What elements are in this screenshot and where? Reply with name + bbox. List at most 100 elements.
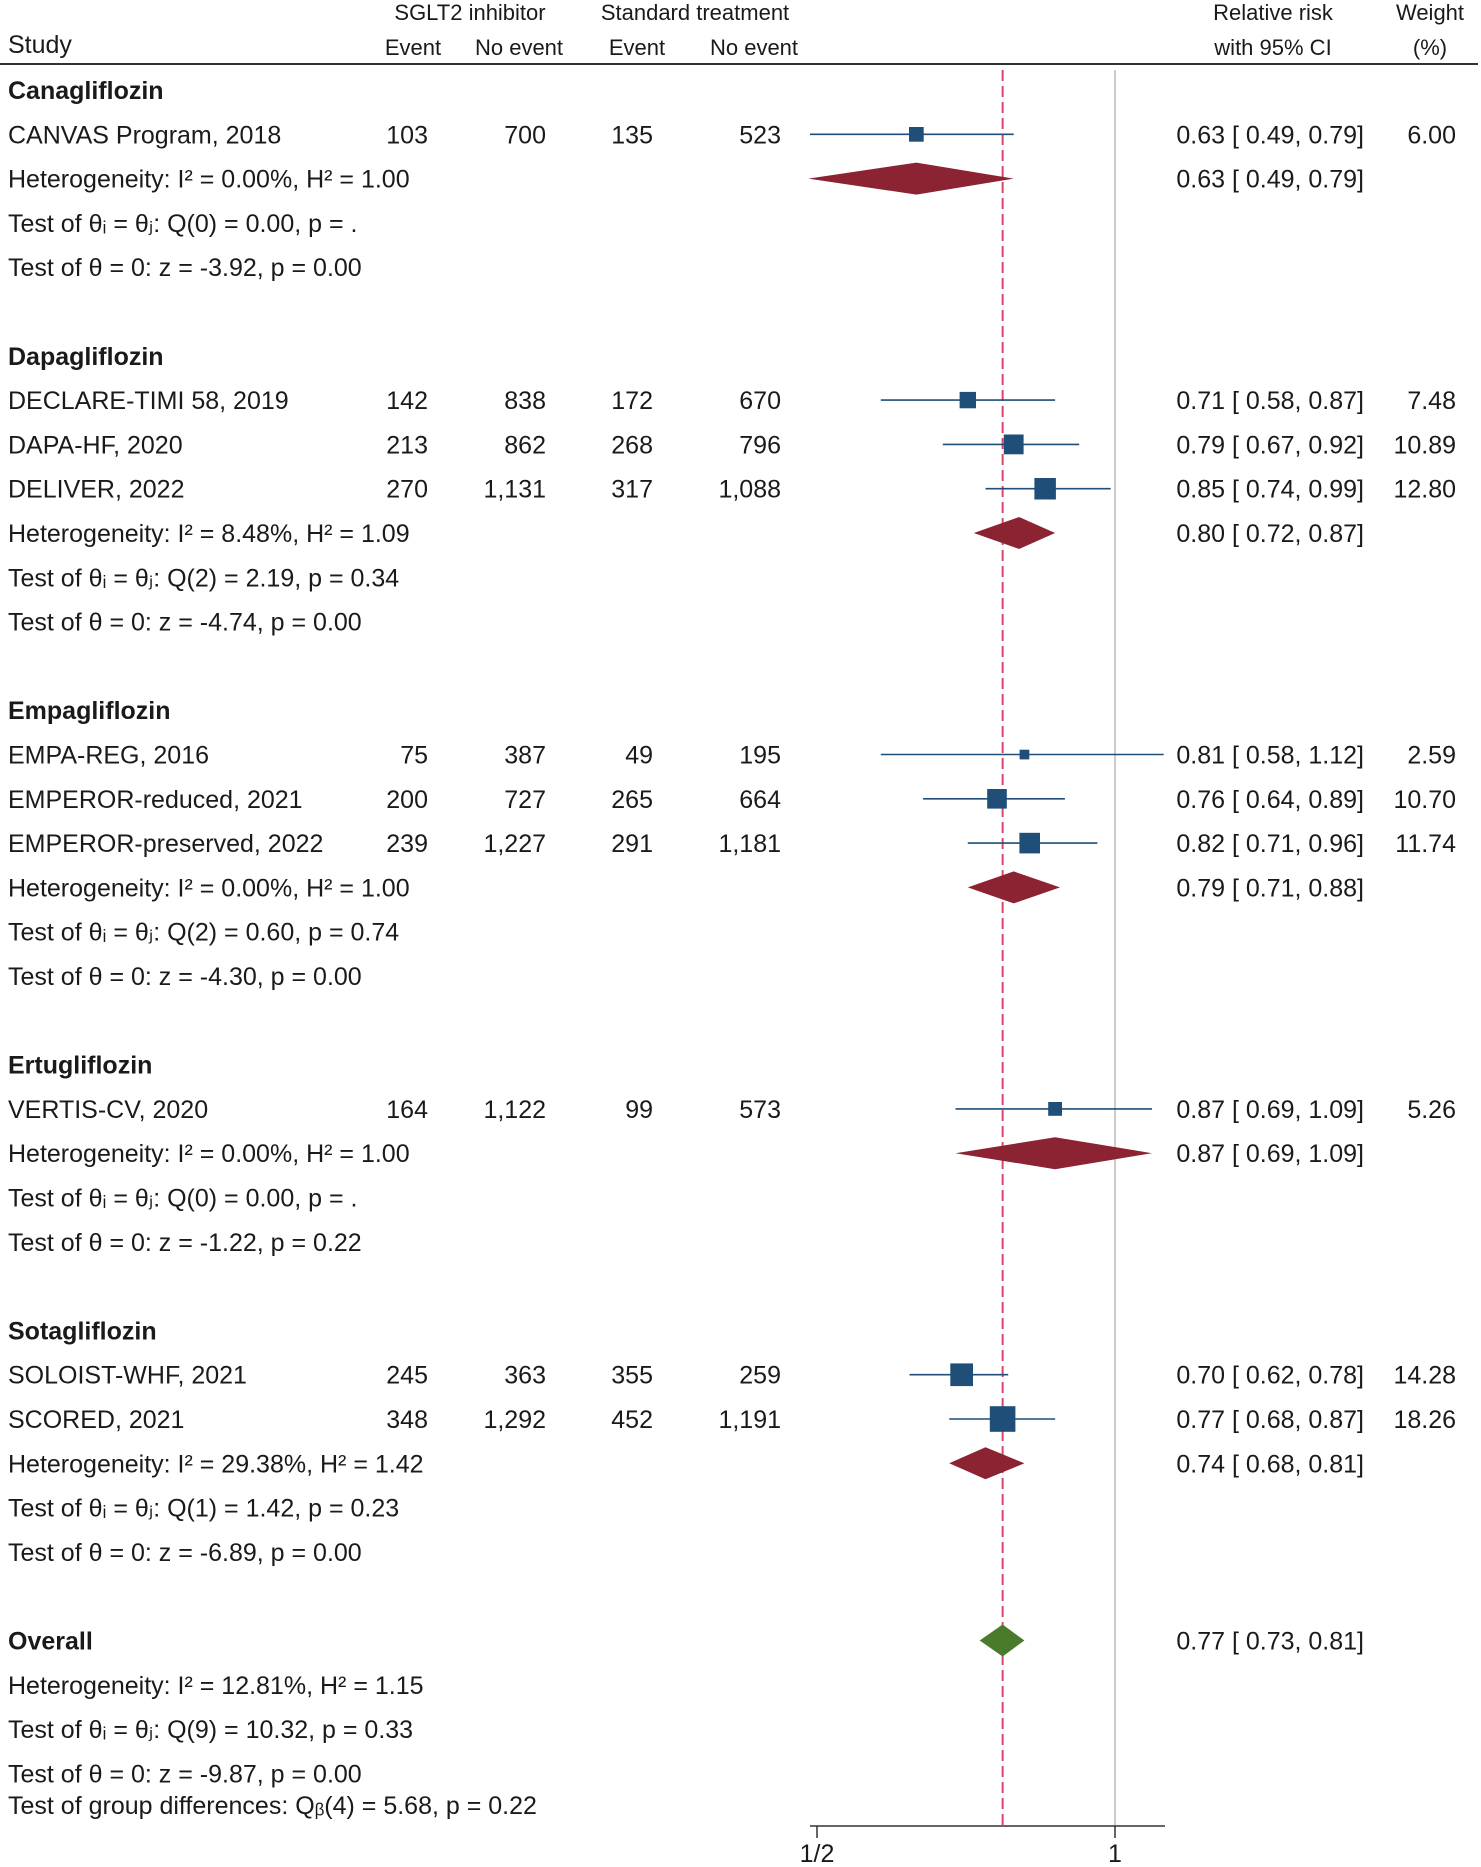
z-test-dapagliflozin: Test of θ = 0: z = -4.74, p = 0.00 — [8, 609, 362, 637]
header-weight-line1: Weight — [1396, 0, 1464, 25]
group-label-sotagliflozin: Sotagliflozin — [8, 1317, 157, 1345]
study-point-marker — [987, 789, 1007, 809]
study-weight: 7.48 — [1407, 387, 1456, 415]
events-treatment: 270 — [386, 476, 428, 504]
events-treatment: 142 — [386, 387, 428, 415]
overall-label: Overall — [8, 1628, 93, 1656]
group-label-empagliflozin: Empagliflozin — [8, 697, 171, 725]
study-point-marker — [989, 1406, 1016, 1432]
study-name: DECLARE-TIMI 58, 2019 — [8, 387, 289, 415]
study-weight: 18.26 — [1393, 1406, 1456, 1434]
study-name: EMPA-REG, 2016 — [8, 742, 209, 770]
events-control: 268 — [611, 431, 653, 459]
events-control: 99 — [625, 1096, 653, 1124]
no-events-control: 195 — [739, 742, 781, 770]
study-effect-ci: 0.79 [ 0.67, 0.92] — [1176, 431, 1364, 459]
study-weight: 10.70 — [1393, 786, 1456, 814]
study-weight: 10.89 — [1393, 431, 1456, 459]
subtotal-effect-ci: 0.79 [ 0.71, 0.88] — [1176, 874, 1364, 902]
events-control: 49 — [625, 742, 653, 770]
heterogeneity-ertugliflozin: Heterogeneity: I² = 0.00%, H² = 1.00 — [8, 1140, 410, 1168]
study-effect-ci: 0.77 [ 0.68, 0.87] — [1176, 1406, 1364, 1434]
heterogeneity-sotagliflozin: Heterogeneity: I² = 29.38%, H² = 1.42 — [8, 1450, 424, 1478]
events-control: 355 — [611, 1362, 653, 1390]
events-treatment: 245 — [386, 1362, 428, 1390]
events-control: 265 — [611, 786, 653, 814]
no-events-treatment: 862 — [504, 431, 546, 459]
forest-rows: Canagliflozin CANVAS Program, 2018 103 700 1… — [8, 77, 1456, 1788]
homogeneity-test-dapagliflozin: Test of θᵢ = θⱼ: Q(2) = 2.19, p = 0.34 — [8, 564, 399, 592]
overall-homogeneity-test: Test of θᵢ = θⱼ: Q(9) = 10.32, p = 0.33 — [8, 1716, 413, 1744]
subtotal-effect-ci: 0.63 [ 0.49, 0.79] — [1176, 166, 1364, 194]
no-events-control: 1,088 — [718, 476, 781, 504]
events-control: 135 — [611, 121, 653, 149]
group-label-dapagliflozin: Dapagliflozin — [8, 343, 164, 371]
no-events-control: 259 — [739, 1362, 781, 1390]
events-treatment: 164 — [386, 1096, 428, 1124]
no-events-control: 1,191 — [718, 1406, 781, 1434]
heterogeneity-dapagliflozin: Heterogeneity: I² = 8.48%, H² = 1.09 — [8, 520, 410, 548]
x-axis-tick-label: 1 — [1108, 1840, 1122, 1867]
subtotal-effect-ci: 0.80 [ 0.72, 0.87] — [1176, 520, 1364, 548]
no-events-treatment: 838 — [504, 387, 546, 415]
events-treatment: 103 — [386, 121, 428, 149]
study-name: SOLOIST-WHF, 2021 — [8, 1362, 247, 1390]
study-name: EMPEROR-preserved, 2022 — [8, 830, 323, 858]
subtotal-diamond — [955, 1137, 1152, 1170]
events-treatment: 75 — [400, 742, 428, 770]
no-events-treatment: 1,292 — [483, 1406, 546, 1434]
header-effect-line1: Relative risk — [1213, 0, 1334, 25]
heterogeneity-canagliflozin: Heterogeneity: I² = 0.00%, H² = 1.00 — [8, 166, 410, 194]
study-effect-ci: 0.76 [ 0.64, 0.89] — [1176, 786, 1364, 814]
header-no-event-1: No event — [475, 35, 563, 60]
study-name: CANVAS Program, 2018 — [8, 121, 281, 149]
header-effect-line2: with 95% CI — [1213, 35, 1331, 60]
study-weight: 11.74 — [1395, 830, 1456, 858]
subtotal-effect-ci: 0.74 [ 0.68, 0.81] — [1176, 1450, 1364, 1478]
group-difference-test: Test of group differences: Qᵦ(4) = 5.68,… — [8, 1792, 537, 1820]
study-effect-ci: 0.71 [ 0.58, 0.87] — [1176, 387, 1364, 415]
overall-z-test: Test of θ = 0: z = -9.87, p = 0.00 — [8, 1760, 362, 1788]
homogeneity-test-canagliflozin: Test of θᵢ = θⱼ: Q(0) = 0.00, p = . — [8, 210, 357, 238]
no-events-treatment: 387 — [504, 742, 546, 770]
study-weight: 14.28 — [1393, 1362, 1456, 1390]
study-point-marker — [950, 1363, 973, 1387]
subtotal-diamond — [967, 871, 1060, 904]
events-control: 172 — [611, 387, 653, 415]
header-event-1: Event — [385, 35, 441, 60]
subtotal-diamond — [808, 162, 1014, 195]
study-point-marker — [1048, 1102, 1062, 1116]
study-weight: 6.00 — [1407, 121, 1456, 149]
header-group1: SGLT2 inhibitor — [394, 0, 545, 25]
no-events-treatment: 700 — [504, 121, 546, 149]
no-events-treatment: 363 — [504, 1362, 546, 1390]
no-events-control: 796 — [739, 431, 781, 459]
events-treatment: 348 — [386, 1406, 428, 1434]
study-point-marker — [909, 127, 924, 142]
study-effect-ci: 0.81 [ 0.58, 1.12] — [1176, 742, 1364, 770]
study-effect-ci: 0.85 [ 0.74, 0.99] — [1176, 476, 1364, 504]
z-test-empagliflozin: Test of θ = 0: z = -4.30, p = 0.00 — [8, 963, 362, 991]
no-events-control: 664 — [739, 786, 781, 814]
no-events-treatment: 1,131 — [483, 476, 546, 504]
study-name: VERTIS-CV, 2020 — [8, 1096, 208, 1124]
z-test-ertugliflozin: Test of θ = 0: z = -1.22, p = 0.22 — [8, 1229, 362, 1257]
heterogeneity-empagliflozin: Heterogeneity: I² = 0.00%, H² = 1.00 — [8, 874, 410, 902]
no-events-treatment: 1,227 — [483, 830, 546, 858]
study-effect-ci: 0.70 [ 0.62, 0.78] — [1176, 1362, 1364, 1390]
homogeneity-test-ertugliflozin: Test of θᵢ = θⱼ: Q(0) = 0.00, p = . — [8, 1185, 357, 1213]
overall-effect-ci: 0.77 [ 0.73, 0.81] — [1176, 1628, 1364, 1656]
z-test-sotagliflozin: Test of θ = 0: z = -6.89, p = 0.00 — [8, 1539, 362, 1567]
study-point-marker — [1019, 832, 1040, 854]
events-control: 452 — [611, 1406, 653, 1434]
no-events-control: 1,181 — [718, 830, 781, 858]
no-events-control: 670 — [739, 387, 781, 415]
study-point-marker — [959, 391, 976, 409]
events-treatment: 200 — [386, 786, 428, 814]
header-study: Study — [8, 31, 72, 59]
no-events-treatment: 1,122 — [483, 1096, 546, 1124]
events-control: 291 — [611, 830, 653, 858]
homogeneity-test-sotagliflozin: Test of θᵢ = θⱼ: Q(1) = 1.42, p = 0.23 — [8, 1495, 399, 1523]
study-point-marker — [1034, 478, 1056, 500]
homogeneity-test-empagliflozin: Test of θᵢ = θⱼ: Q(2) = 0.60, p = 0.74 — [8, 919, 399, 947]
